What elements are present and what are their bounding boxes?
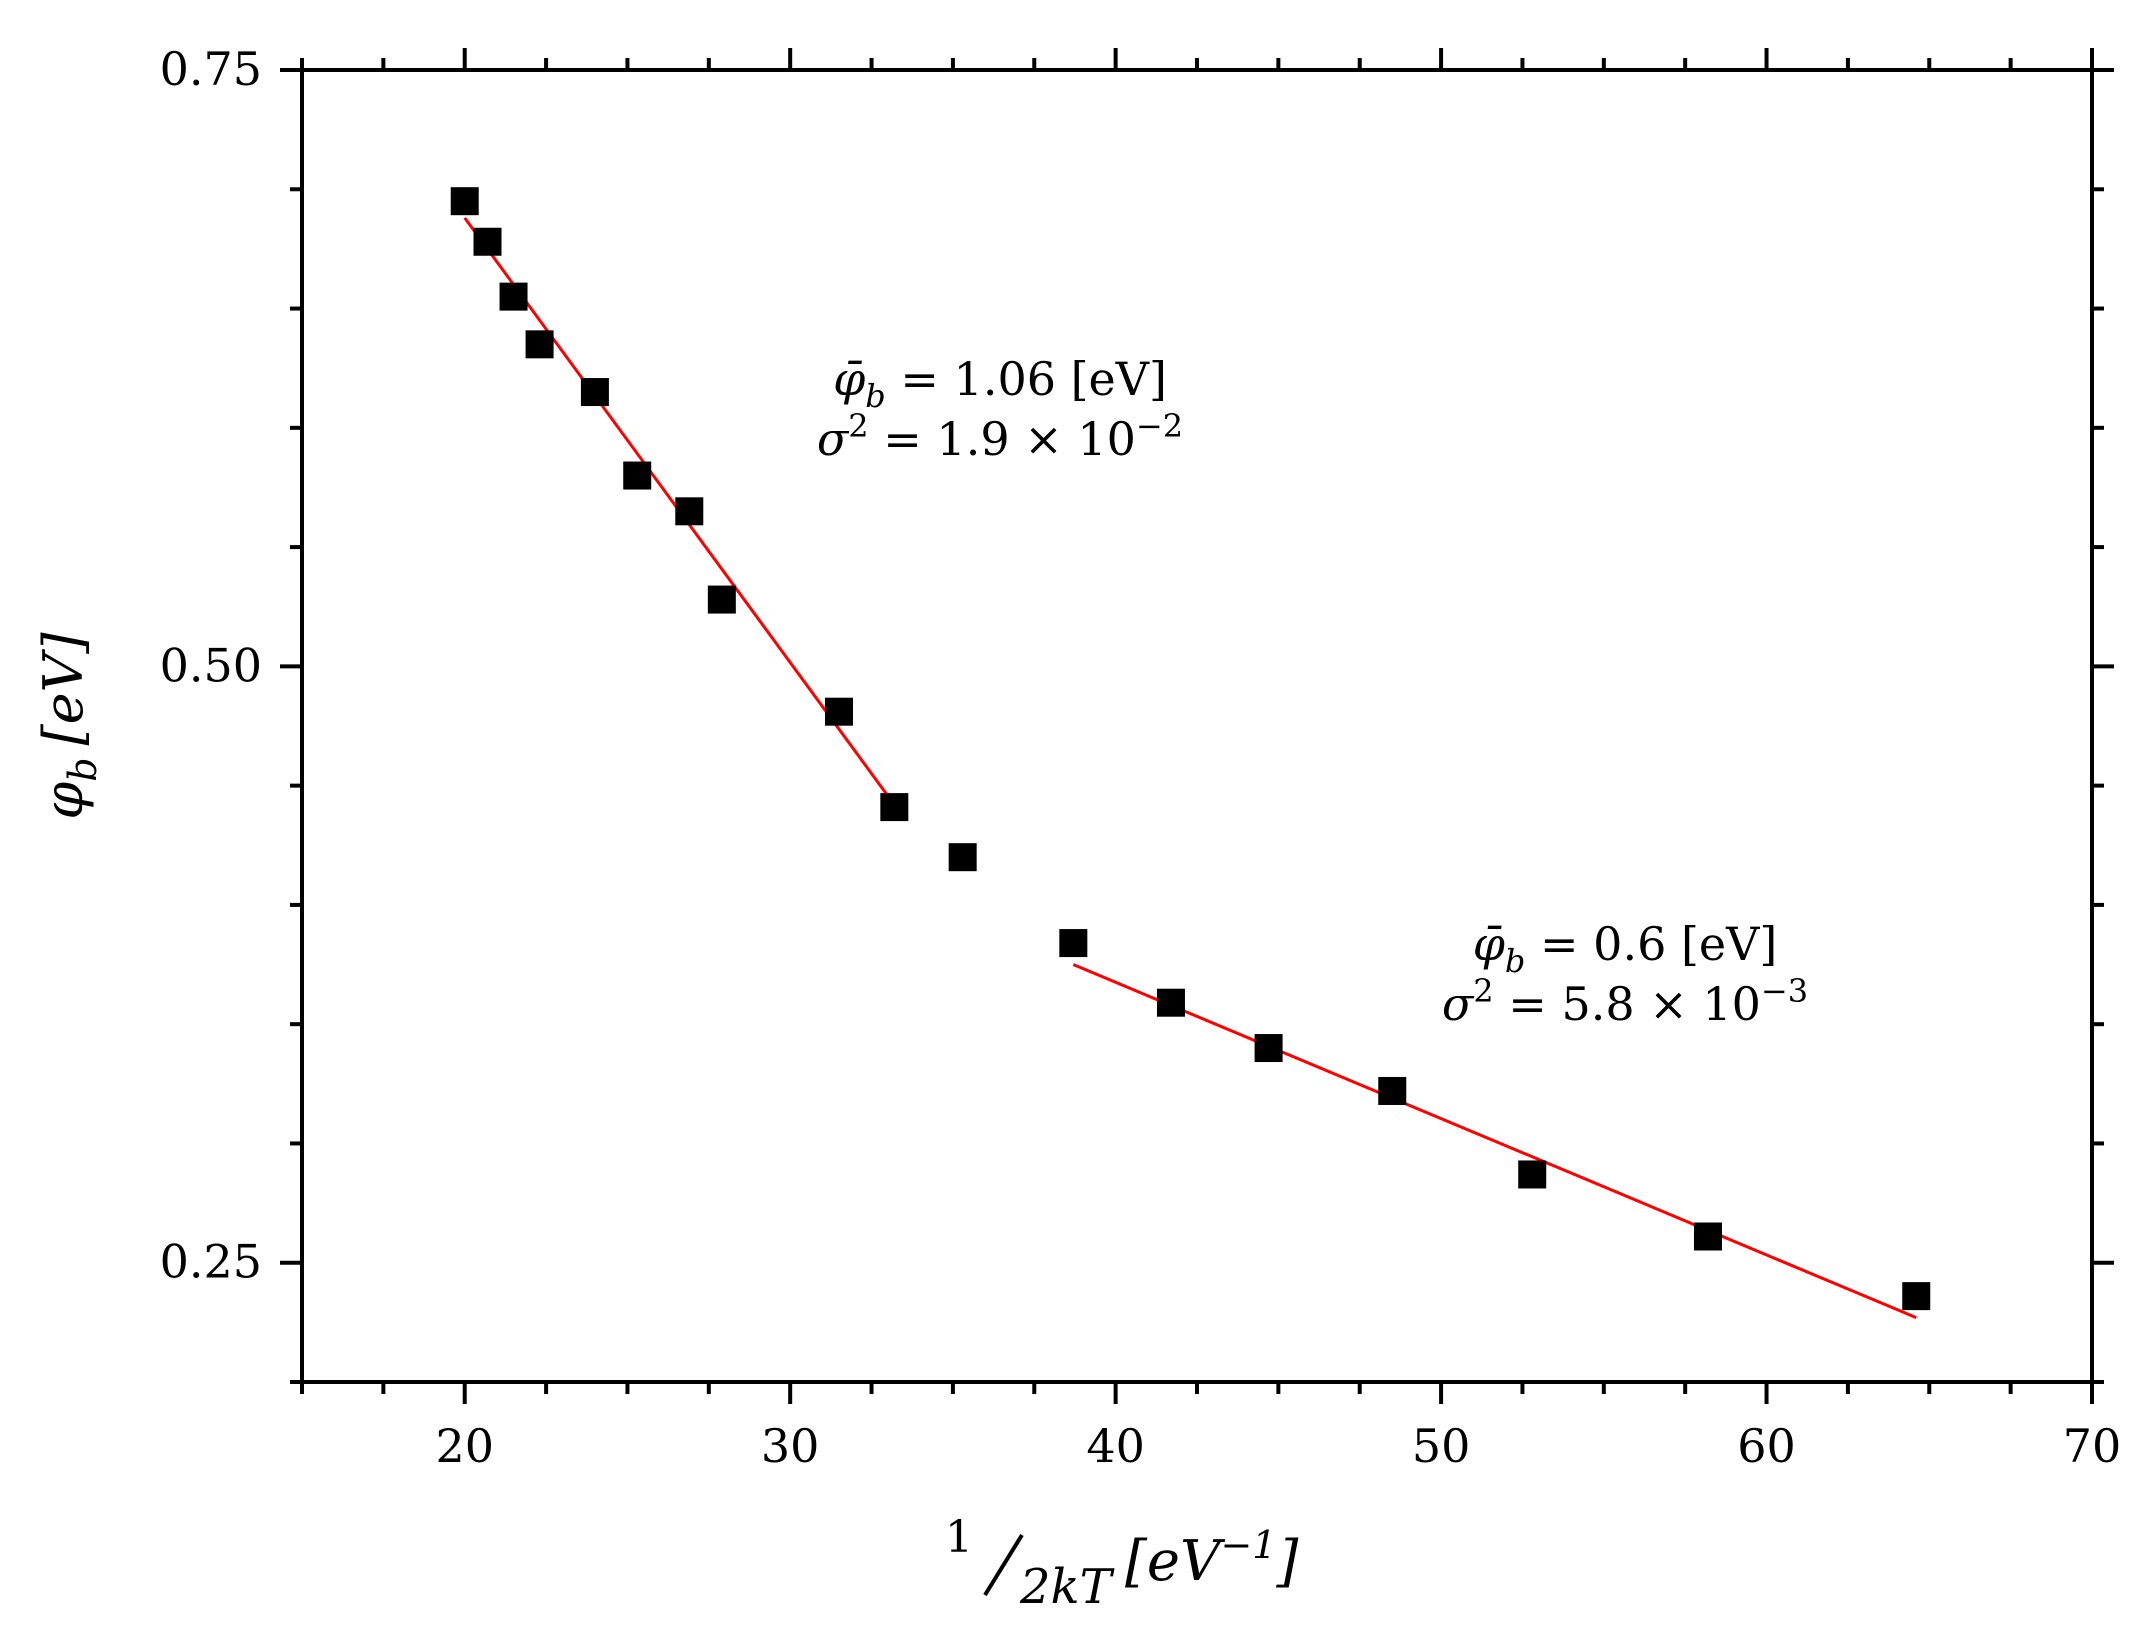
fit-low-T-sigma-line: σ2 = 5.8 × 10−3 xyxy=(1442,972,1808,1031)
data-point xyxy=(707,585,736,614)
data-point xyxy=(499,282,528,311)
y-tick-label: 0.25 xyxy=(160,1235,262,1289)
data-point xyxy=(1254,1034,1283,1063)
x-axis-numerator: 1 xyxy=(945,1512,973,1563)
x-tick-label: 70 xyxy=(2063,1419,2122,1473)
x-axis-denominator: 2kT xyxy=(1019,1559,1115,1615)
plot-frame xyxy=(300,68,2094,1384)
y-tick-label: 0.75 xyxy=(160,42,262,96)
phi-value: = 0.6 [eV] xyxy=(1525,917,1777,971)
data-point xyxy=(525,330,554,359)
data-point xyxy=(948,843,977,872)
data-point xyxy=(473,227,502,256)
y-tick-label: 0.50 xyxy=(160,638,262,692)
data-point xyxy=(825,697,853,726)
x-tick-label: 60 xyxy=(1737,1419,1796,1473)
fit-high-T-label: φ̄b = 1.06 [eV] σ2 = 1.9 × 10−2 xyxy=(817,352,1183,466)
y-tick-labels: 0.25 0.50 0.75 xyxy=(160,42,262,1289)
sigma-symbol: σ xyxy=(1442,977,1475,1031)
x-axis-unit-suffix: ] xyxy=(1275,1529,1298,1594)
phi-subscript: b xyxy=(865,377,885,415)
x-tick-label: 50 xyxy=(1412,1419,1471,1473)
data-points xyxy=(450,187,1931,1311)
sigma-exponent: −2 xyxy=(1136,407,1183,445)
data-point xyxy=(1518,1160,1547,1189)
x-tick-label: 20 xyxy=(435,1419,494,1473)
data-point xyxy=(623,461,652,490)
sigma-value: = 5.8 × 10 xyxy=(1494,977,1761,1031)
sigma-value: = 1.9 × 10 xyxy=(869,412,1136,466)
y-axis-symbol: φ xyxy=(32,782,95,820)
data-point xyxy=(1693,1222,1722,1251)
sigma-symbol: σ xyxy=(817,412,850,466)
data-point xyxy=(880,793,909,822)
y-axis-title: φb [eV] xyxy=(32,631,105,819)
phi-symbol: φ̄ xyxy=(1473,917,1506,971)
x-tick-label: 40 xyxy=(1086,1419,1145,1473)
x-axis-unit-prefix: [eV xyxy=(1125,1529,1226,1594)
x-axis-fraction-slash xyxy=(983,1533,1024,1597)
x-axis-title: 1 2kT [eV−1] xyxy=(945,1512,1298,1615)
data-point xyxy=(1156,988,1185,1017)
x-tick-label: 30 xyxy=(761,1419,820,1473)
fit-low-T-label: φ̄b = 0.6 [eV] σ2 = 5.8 × 10−3 xyxy=(1442,917,1808,1031)
sigma-superscript: 2 xyxy=(848,407,868,445)
sigma-exponent: −3 xyxy=(1761,972,1808,1010)
data-point xyxy=(1378,1076,1407,1105)
phi-symbol: φ̄ xyxy=(833,352,866,406)
phi-subscript: b xyxy=(1505,942,1525,980)
x-axis-unit-exponent: −1 xyxy=(1220,1523,1276,1567)
data-point xyxy=(1902,1282,1931,1311)
fit-low-T-line xyxy=(1072,963,1917,1319)
y-axis-subscript: b xyxy=(61,757,105,781)
x-tick-labels: 20 30 40 50 60 70 xyxy=(435,1419,2121,1473)
data-point xyxy=(580,378,609,407)
phi-value: = 1.06 [eV] xyxy=(886,352,1167,406)
fit-high-T-sigma-line: σ2 = 1.9 × 10−2 xyxy=(817,407,1183,466)
data-point xyxy=(675,497,704,526)
x-axis-unit: [eV−1] xyxy=(1125,1523,1298,1594)
fit-high-T-phi-line: φ̄b = 1.06 [eV] xyxy=(833,352,1167,415)
fit-low-T-phi-line: φ̄b = 0.6 [eV] xyxy=(1473,917,1778,980)
data-point xyxy=(1059,929,1088,958)
sigma-superscript: 2 xyxy=(1473,972,1493,1010)
data-point xyxy=(450,187,479,216)
y-axis-unit: [eV] xyxy=(32,631,95,745)
